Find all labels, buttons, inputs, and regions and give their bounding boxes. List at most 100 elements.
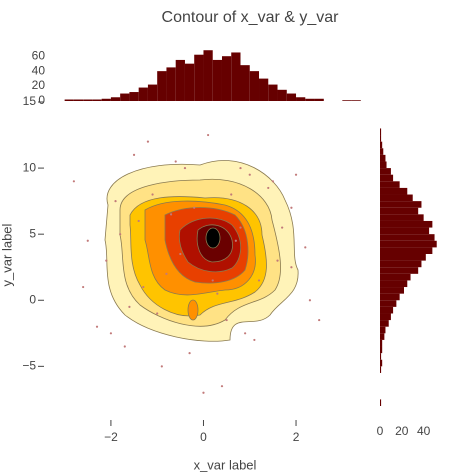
y-tick-label: 5 [29,226,36,240]
x-tick-label: −2 [104,430,118,444]
scatter-point [183,166,187,170]
histogram-bar [314,98,324,101]
histogram-bar [380,187,408,195]
contour-level [205,227,221,249]
histogram-bar [157,71,167,101]
histogram-bar [184,63,195,101]
scatter-point [225,318,228,322]
scatter-point [193,206,196,209]
scatter-point [281,226,284,229]
x-tick-label: 2 [293,430,300,444]
histogram-bar [380,306,394,314]
histogram-bar [101,98,111,101]
histogram-bar [249,71,260,101]
histogram-bar [380,141,383,149]
histogram-bar [380,168,391,175]
histogram-bar [380,326,386,334]
histogram-bar [380,313,391,321]
x-tick-label: 0 [377,424,384,438]
scatter-point [179,252,182,256]
y-tick-label: 60 [32,48,46,62]
scatter-point [128,305,131,308]
contour-level [187,299,199,321]
scatter-point [174,160,177,163]
scatter-point [206,133,210,137]
scatter-point [151,193,154,196]
histogram-bar [203,50,213,101]
histogram-bar [175,59,185,101]
scatter-point [248,173,251,176]
histogram-bar [231,52,241,101]
y-tick-label: 10 [23,160,37,174]
histogram-bar [380,280,408,288]
histogram-bar [380,287,404,294]
contours [104,160,299,342]
scatter-point [234,239,237,242]
histogram-bar [380,201,422,208]
histogram-bar [380,359,383,367]
histogram-bar [380,320,389,327]
histogram-bar [380,240,437,248]
scatter-point [188,352,191,355]
histogram-bar [380,273,411,281]
histogram-bar [92,99,102,101]
histogram-bar [110,97,121,101]
histogram-bar [194,54,204,101]
scatter-point [216,292,219,295]
histogram-bar [380,247,433,254]
scatter-point [239,226,242,229]
histogram-bar [380,333,385,340]
histogram-bar [305,98,315,101]
histogram-bar [129,92,139,101]
scatter-point [202,391,205,394]
histogram-bar [212,59,222,101]
histogram-bar [380,128,382,136]
histogram-bar [147,84,158,101]
histogram-bar [351,100,361,101]
histogram-bar [380,234,435,241]
y-tick-label: 40 [32,63,46,77]
scatter-point [267,186,270,190]
histogram-bar [138,87,148,101]
x-tick-label: 20 [395,424,409,438]
scatter-point [318,318,321,322]
histogram-bar [380,181,400,188]
x-tick-label: 40 [417,424,431,438]
histogram-bar [73,99,84,101]
scatter-point [142,285,145,289]
histogram-bar [380,260,422,268]
scatter-point [169,213,173,216]
scatter-point [220,385,224,388]
scatter-point [165,272,168,275]
histogram-bar [259,78,269,101]
scatter-point [257,279,261,282]
scatter-point [253,338,256,342]
histogram-bar [380,399,382,406]
scatter-point [308,299,312,302]
scatter-point [114,200,117,203]
histogram-bar [83,99,93,101]
histogram-bar [380,267,419,274]
histogram-bar [380,174,394,182]
histogram-bar [380,339,383,347]
y-tick-label: 15 [23,94,37,108]
y-tick-label: −5 [22,359,36,373]
scatter-point [271,180,274,183]
scatter-point [276,259,279,262]
histogram-bar [342,100,352,101]
scatter-point [244,332,247,335]
histogram-bar [380,300,397,307]
histogram-bar [380,254,426,261]
histogram-bar [296,97,306,101]
scatter-point [239,166,242,170]
scatter-point [105,259,108,262]
x-tick-label: 0 [200,430,207,444]
histogram-bar [380,220,433,228]
scatter-point [230,193,233,196]
scatter-point [146,140,150,143]
scatter-point [95,325,99,328]
scatter-point [290,206,293,209]
histogram-bar [380,161,387,169]
histogram-bar [166,67,176,101]
histogram-bar [240,65,250,101]
